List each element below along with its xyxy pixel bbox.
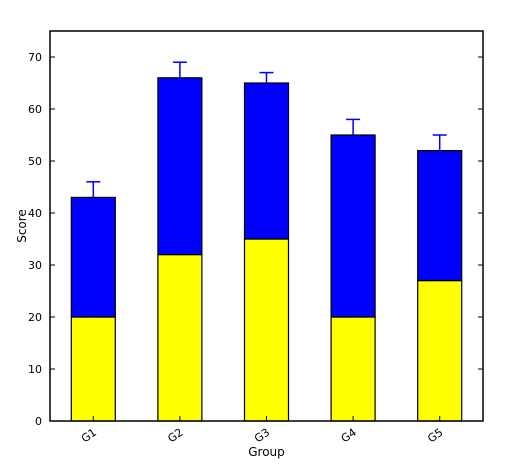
y-axis: 0 10 20 30 40 50 60 70 xyxy=(28,51,483,428)
y-axis-label: Score xyxy=(15,209,29,243)
x-tick-label-g4: G4 xyxy=(339,426,359,446)
error-bar-g2-series-1 xyxy=(172,227,187,255)
bar-g4-series-2 xyxy=(330,134,376,318)
bar-g5-series-2 xyxy=(417,150,463,282)
x-tick-label-g3: G3 xyxy=(252,426,272,446)
y-tick-label: 30 xyxy=(28,259,42,272)
bar-g3-series-2 xyxy=(243,82,290,240)
error-bar-g2-series-2 xyxy=(172,61,187,78)
x-tick-label-g2: G2 xyxy=(165,426,185,446)
bar-g3-series-1 xyxy=(243,238,290,422)
y-tick-label: 0 xyxy=(35,415,42,428)
bar-g2-series-2 xyxy=(157,77,203,256)
error-bar-g5-series-2 xyxy=(432,134,447,151)
x-axis-label: Group xyxy=(248,445,285,459)
bar-g2-series-1 xyxy=(157,254,203,422)
error-bar-g3-series-2 xyxy=(259,71,274,83)
x-tick-label-g1: G1 xyxy=(79,426,99,446)
error-bar-g1-series-2 xyxy=(86,181,101,198)
bar-g5-series-1 xyxy=(417,280,463,422)
error-bars-layer xyxy=(86,61,447,317)
error-bar-g4-series-1 xyxy=(346,311,361,317)
bars-layer xyxy=(70,77,463,422)
y-tick-label: 40 xyxy=(28,207,42,220)
error-bar-g1-series-1 xyxy=(86,305,101,317)
x-tick-label-g5: G5 xyxy=(425,426,445,446)
y-tick-label: 50 xyxy=(28,155,42,168)
error-bar-g4-series-2 xyxy=(346,118,361,135)
bar-g1-series-1 xyxy=(70,316,116,422)
bar-g1-series-2 xyxy=(70,196,116,318)
y-tick-label: 10 xyxy=(28,363,42,376)
y-tick-label: 70 xyxy=(28,51,42,64)
error-bar-g5-series-1 xyxy=(432,269,447,281)
y-tick-label: 60 xyxy=(28,103,42,116)
y-tick-label: 20 xyxy=(28,311,42,324)
bar-g4-series-1 xyxy=(330,316,376,422)
error-bar-g3-series-1 xyxy=(259,217,274,239)
